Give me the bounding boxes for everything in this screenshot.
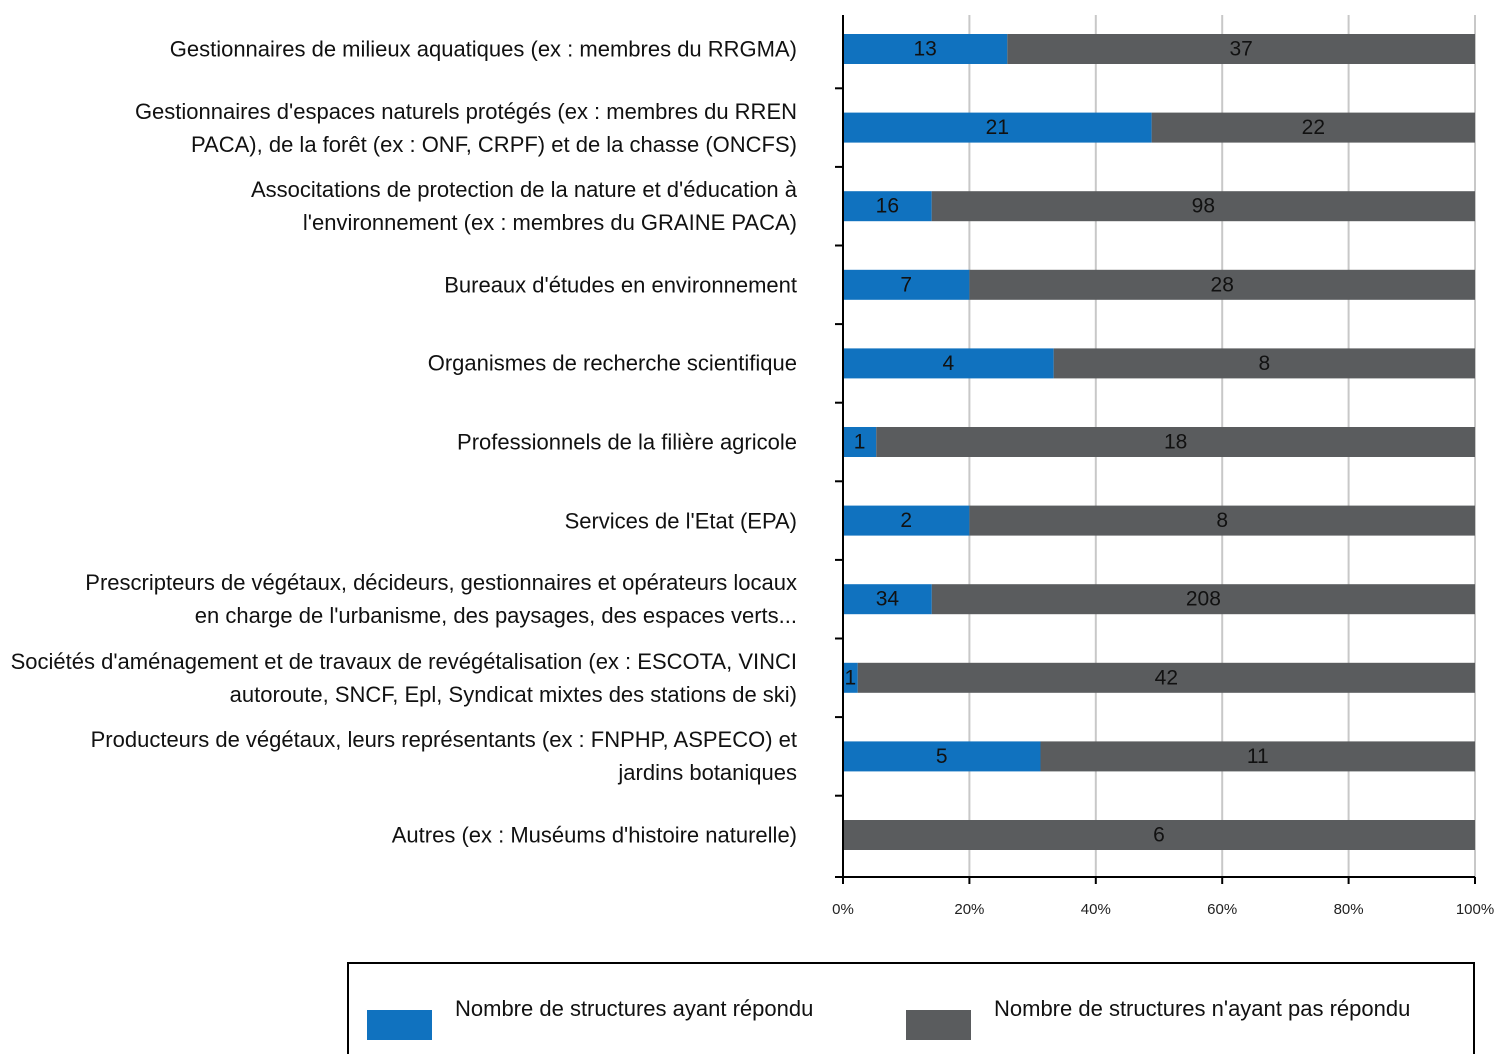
bar-segment xyxy=(1053,348,1475,379)
value-label: 28 xyxy=(1211,273,1234,296)
value-label: 18 xyxy=(1164,431,1187,454)
category-label: Professionnels de la filière agricole xyxy=(457,429,797,455)
value-label: 16 xyxy=(876,195,899,218)
bar-segment xyxy=(931,584,1475,615)
category-label: Producteurs de végétaux, leurs représent… xyxy=(90,727,797,786)
x-tick-label: 0% xyxy=(832,901,854,918)
value-label: 2 xyxy=(900,509,912,532)
value-label: 6 xyxy=(1153,824,1165,847)
bar-segment xyxy=(857,662,1475,693)
category-label: Organismes de recherche scientifique xyxy=(427,350,797,376)
x-tick-label: 60% xyxy=(1207,901,1237,918)
bar-segment xyxy=(843,820,1475,850)
bar-segment xyxy=(843,112,1152,143)
value-label: 22 xyxy=(1302,116,1325,139)
legend-swatch xyxy=(906,1010,971,1040)
value-label: 13 xyxy=(913,38,936,61)
legend-label: Nombre de structures n'ayant pas répondu xyxy=(994,996,1410,1021)
bar-segment xyxy=(843,348,1054,379)
x-tick-label: 80% xyxy=(1334,901,1364,918)
bar-segment xyxy=(843,269,970,300)
bar-segment xyxy=(876,427,1475,457)
value-label: 1 xyxy=(854,431,866,454)
legend-label: Nombre de structures ayant répondu xyxy=(455,996,813,1021)
x-tick-label: 40% xyxy=(1081,901,1111,918)
value-label: 5 xyxy=(936,745,948,768)
value-label: 8 xyxy=(1216,509,1228,532)
bar-segment xyxy=(843,427,877,457)
bar-segment xyxy=(843,584,932,615)
bar-segment xyxy=(1151,112,1475,143)
bar-segment xyxy=(931,191,1475,222)
legend-swatch xyxy=(367,1010,432,1040)
category-label: Bureaux d'études en environnement xyxy=(444,272,797,298)
bar-segment xyxy=(843,505,970,536)
category-label: Gestionnaires d'espaces naturels protégé… xyxy=(134,98,797,157)
x-tick-label: 20% xyxy=(954,901,984,918)
bar-segment xyxy=(969,505,1475,536)
value-label: 34 xyxy=(876,588,900,611)
x-tick-label: 100% xyxy=(1456,901,1494,918)
value-label: 42 xyxy=(1155,666,1178,689)
value-label: 4 xyxy=(942,352,954,375)
bar-segment xyxy=(843,191,932,222)
bar-segment xyxy=(843,741,1041,772)
value-label: 98 xyxy=(1192,195,1215,218)
category-label: Associtations de protection de la nature… xyxy=(250,177,797,236)
value-label: 21 xyxy=(986,116,1009,139)
bar-segment xyxy=(1040,741,1475,772)
value-label: 1 xyxy=(845,666,857,689)
bar-segment xyxy=(969,269,1475,300)
category-label: Autres (ex : Muséums d'histoire naturell… xyxy=(391,822,797,848)
category-label: Sociétés d'aménagement et de travaux de … xyxy=(10,648,797,707)
category-label: Gestionnaires de milieux aquatiques (ex … xyxy=(169,36,797,62)
value-label: 11 xyxy=(1247,745,1269,768)
bar-segment xyxy=(1007,34,1475,64)
value-label: 8 xyxy=(1258,352,1270,375)
bar-segment xyxy=(843,34,1008,64)
value-label: 7 xyxy=(900,273,912,296)
bar-segment xyxy=(843,662,858,693)
value-label: 37 xyxy=(1229,38,1252,61)
category-label: Prescripteurs de végétaux, décideurs, ge… xyxy=(85,570,797,629)
legend-box xyxy=(347,962,1475,1054)
category-label: Services de l'Etat (EPA) xyxy=(564,508,797,534)
value-label: 208 xyxy=(1186,588,1221,611)
